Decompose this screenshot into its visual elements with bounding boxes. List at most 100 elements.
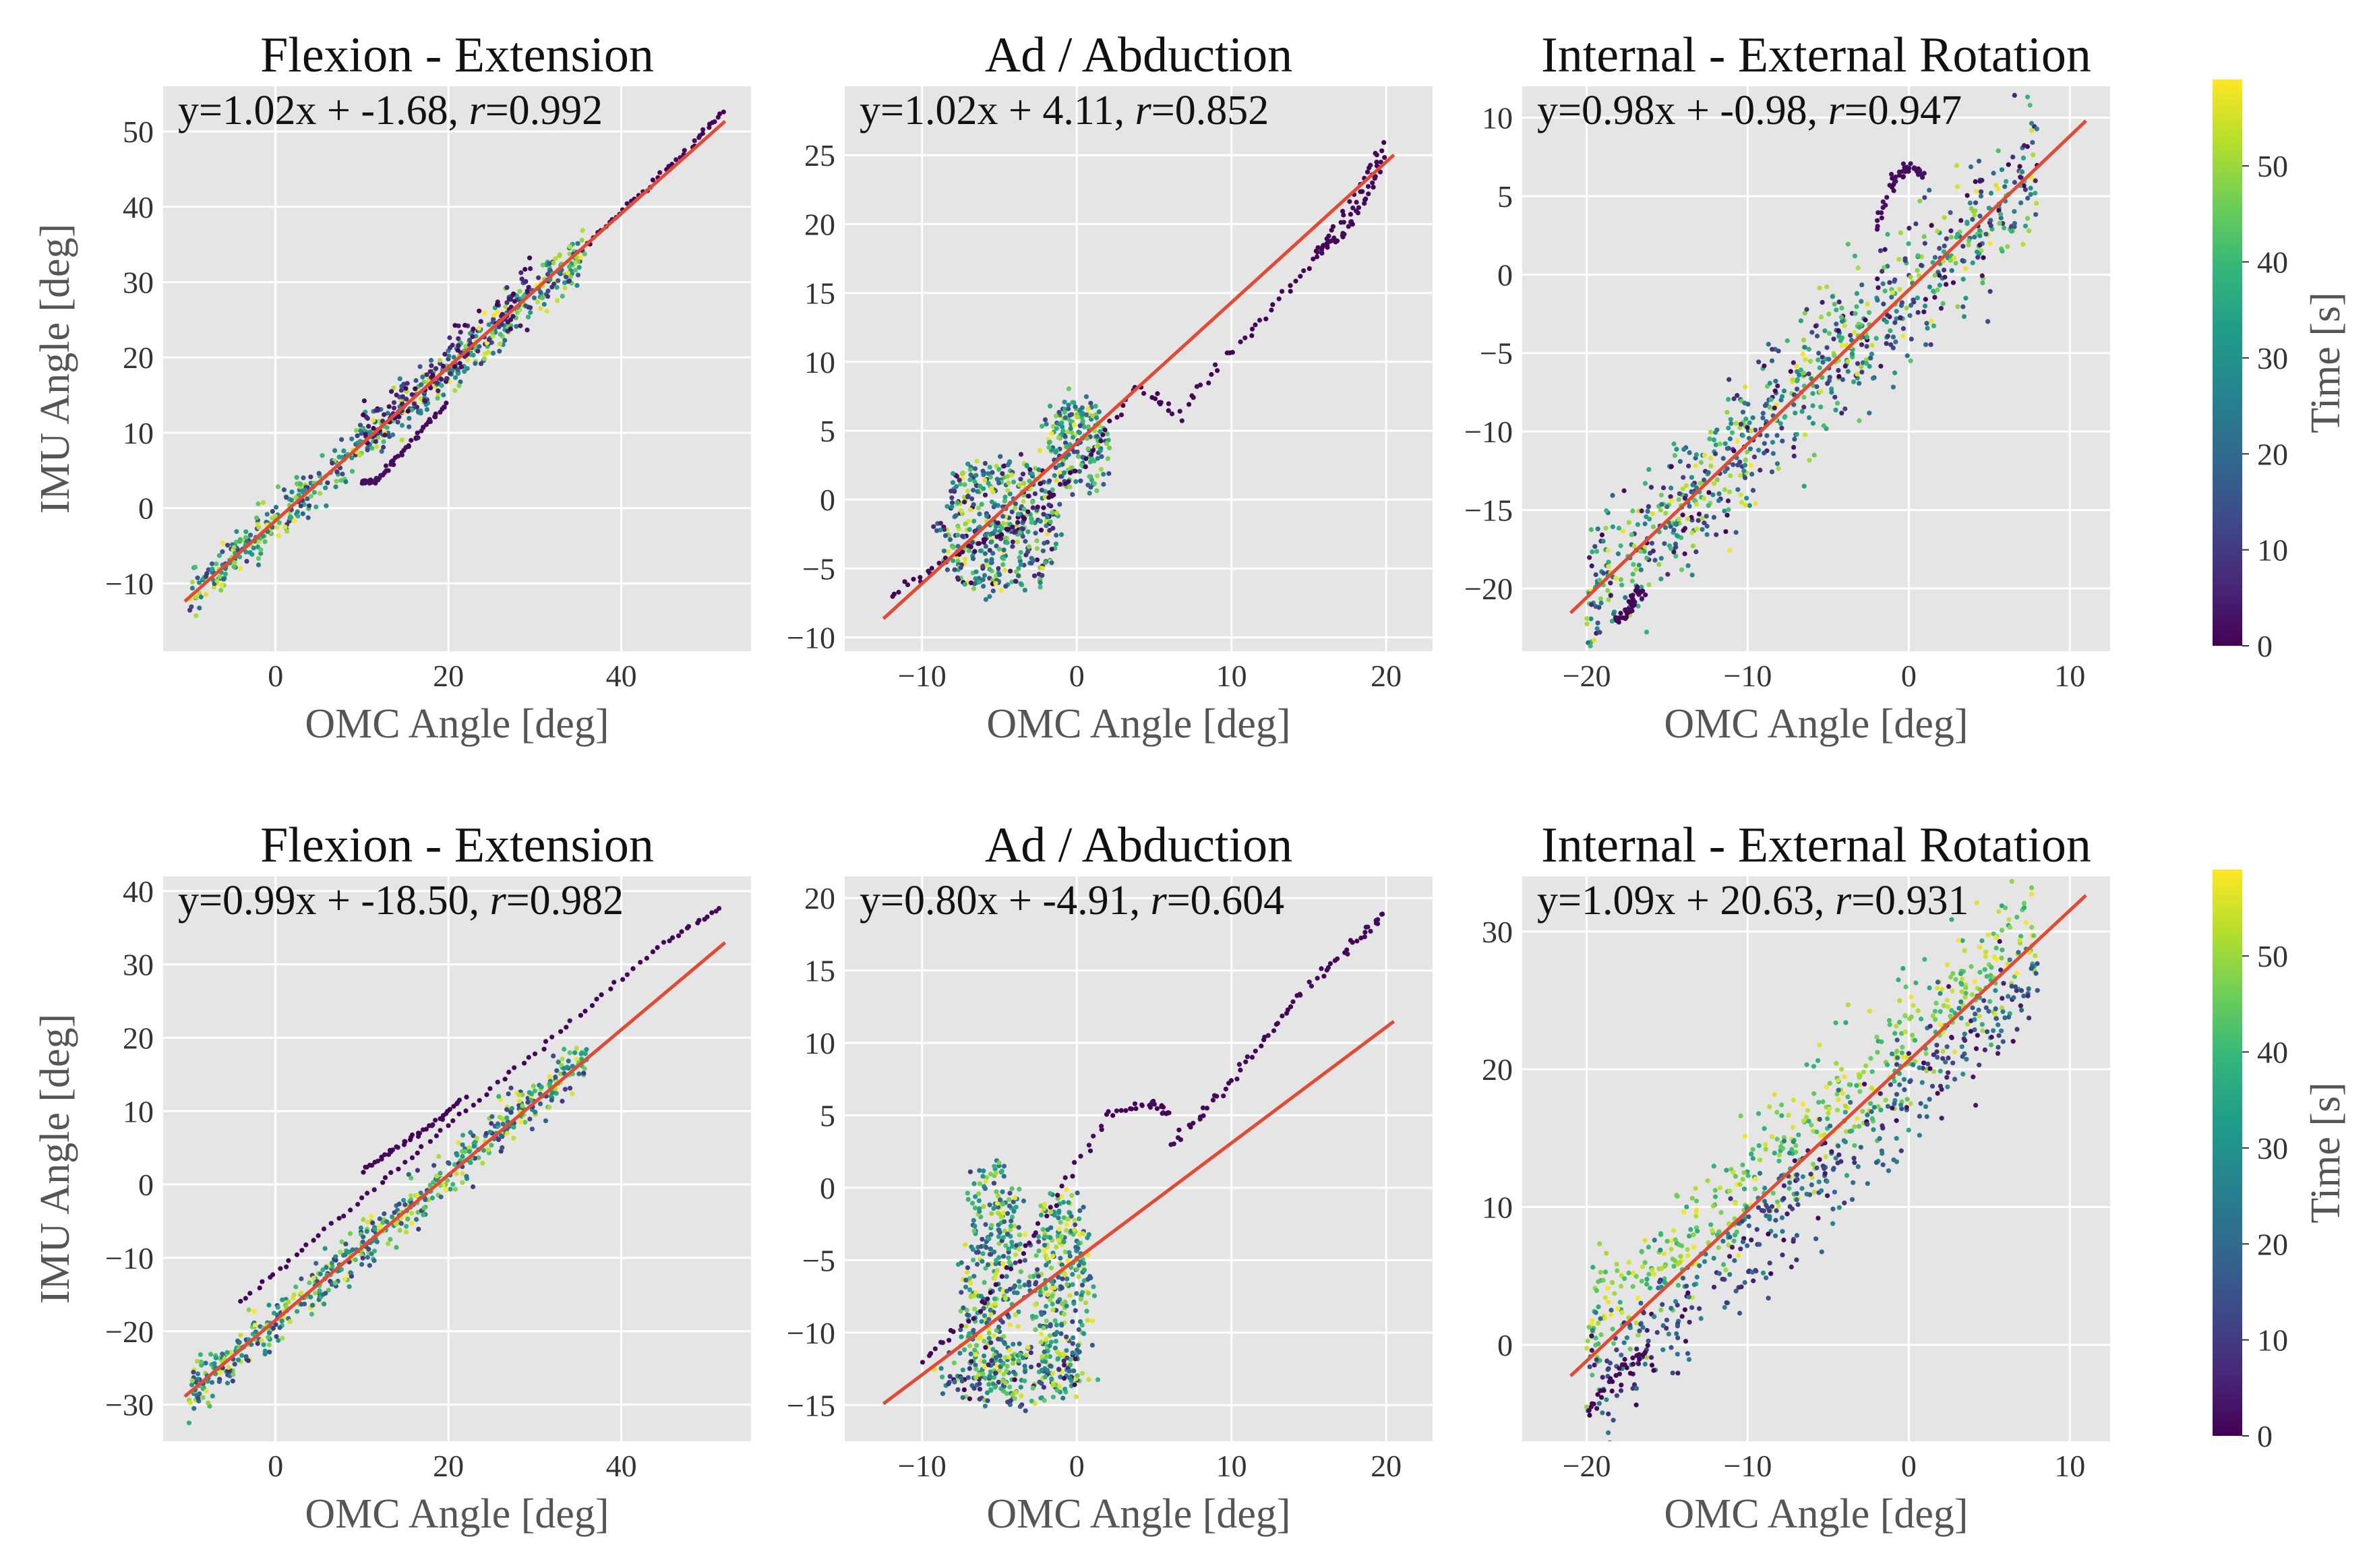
scatter-point — [946, 549, 951, 555]
scatter-point — [440, 363, 446, 369]
scatter-point — [1048, 1209, 1054, 1215]
scatter-point — [1710, 492, 1716, 497]
scatter-point — [992, 1164, 997, 1169]
scatter-point — [976, 1335, 981, 1341]
scatter-point — [328, 1221, 334, 1226]
scatter-point — [1044, 421, 1049, 427]
scatter-point — [996, 1228, 1002, 1233]
scatter-point — [578, 255, 583, 260]
scatter-point — [1693, 1186, 1698, 1191]
scatter-point — [950, 480, 955, 485]
scatter-point — [1903, 984, 1909, 990]
scatter-point — [274, 524, 280, 530]
scatter-point — [950, 500, 955, 506]
scatter-point — [1018, 452, 1024, 457]
scatter-point — [1643, 592, 1648, 598]
scatter-point — [395, 1145, 400, 1150]
scatter-point — [380, 1180, 386, 1185]
scatter-point — [994, 543, 999, 549]
scatter-point — [1681, 1209, 1687, 1215]
scatter-point — [1707, 436, 1712, 442]
scatter-point — [957, 1350, 963, 1356]
scatter-point — [1811, 1189, 1817, 1195]
scatter-point — [1722, 508, 1727, 514]
scatter-point — [990, 470, 995, 475]
scatter-point — [284, 495, 289, 500]
scatter-point — [498, 1133, 504, 1139]
scatter-point — [1007, 1190, 1013, 1196]
scatter-point — [1049, 547, 1054, 552]
scatter-point — [1071, 422, 1077, 427]
scatter-point — [1884, 320, 1890, 325]
scatter-point — [462, 322, 468, 328]
scatter-point — [1716, 1245, 1721, 1250]
scatter-point — [481, 310, 487, 315]
scatter-point — [978, 483, 983, 489]
scatter-point — [1085, 482, 1091, 488]
scatter-point — [1058, 1194, 1064, 1199]
scatter-point — [471, 1143, 477, 1149]
scatter-point — [1059, 1234, 1064, 1239]
scatter-point — [1021, 1198, 1027, 1204]
scatter-point — [1012, 1377, 1017, 1383]
scatter-point — [442, 404, 447, 410]
scatter-point — [287, 1319, 293, 1324]
scatter-point — [1874, 1034, 1880, 1039]
scatter-point — [1940, 1048, 1946, 1054]
scatter-point — [1875, 224, 1880, 229]
scatter-point — [203, 1360, 208, 1366]
y-tick-label: 20 — [123, 1021, 154, 1055]
x-axis-label: OMC Angle [deg] — [305, 1491, 609, 1537]
scatter-point — [1178, 1137, 1183, 1143]
scatter-point — [2006, 162, 2011, 167]
scatter-point — [1616, 620, 1621, 625]
scatter-point — [1741, 1186, 1747, 1192]
scatter-point — [456, 342, 461, 349]
scatter-point — [1998, 215, 2004, 220]
scatter-point — [2022, 223, 2029, 229]
scatter-point — [476, 326, 482, 331]
scatter-point — [679, 929, 684, 934]
scatter-point — [1017, 1186, 1022, 1192]
scatter-point — [1690, 482, 1695, 487]
scatter-point — [1832, 353, 1837, 359]
scatter-point — [1007, 1384, 1013, 1390]
scatter-point — [1791, 1097, 1796, 1103]
scatter-point — [990, 1347, 996, 1352]
y-tick-label: −10 — [1464, 415, 1513, 449]
y-tick-label: −10 — [105, 566, 154, 601]
scatter-point — [1098, 448, 1103, 454]
scatter-point — [276, 533, 281, 539]
scatter-point — [511, 1124, 516, 1130]
scatter-point — [944, 567, 950, 572]
scatter-point — [522, 1060, 527, 1066]
scatter-point — [1033, 1230, 1038, 1236]
scatter-point — [379, 449, 384, 454]
scatter-point — [446, 1123, 451, 1128]
scatter-point — [256, 522, 261, 527]
scatter-point — [1726, 507, 1731, 512]
scatter-point — [2033, 191, 2038, 196]
scatter-point — [960, 533, 965, 539]
scatter-point — [1706, 503, 1711, 508]
scatter-point — [1026, 544, 1031, 549]
scatter-point — [284, 1264, 289, 1269]
r-value: =0.852 — [1151, 88, 1269, 133]
scatter-point — [506, 296, 512, 301]
scatter-point — [293, 1284, 299, 1290]
scatter-point — [526, 284, 531, 290]
scatter-point — [1585, 1338, 1590, 1344]
scatter-point — [1791, 1139, 1796, 1145]
scatter-point — [566, 1058, 571, 1064]
scatter-point — [209, 1380, 215, 1385]
scatter-point — [369, 1163, 375, 1168]
scatter-point — [1963, 990, 1969, 996]
scatter-point — [1584, 1346, 1590, 1351]
scatter-point — [1825, 1116, 1830, 1122]
scatter-point — [1769, 358, 1775, 363]
scatter-point — [1821, 1133, 1826, 1138]
scatter-point — [381, 439, 386, 444]
scatter-point — [1810, 403, 1815, 409]
scatter-point — [1315, 249, 1320, 255]
scatter-point — [983, 1178, 988, 1184]
